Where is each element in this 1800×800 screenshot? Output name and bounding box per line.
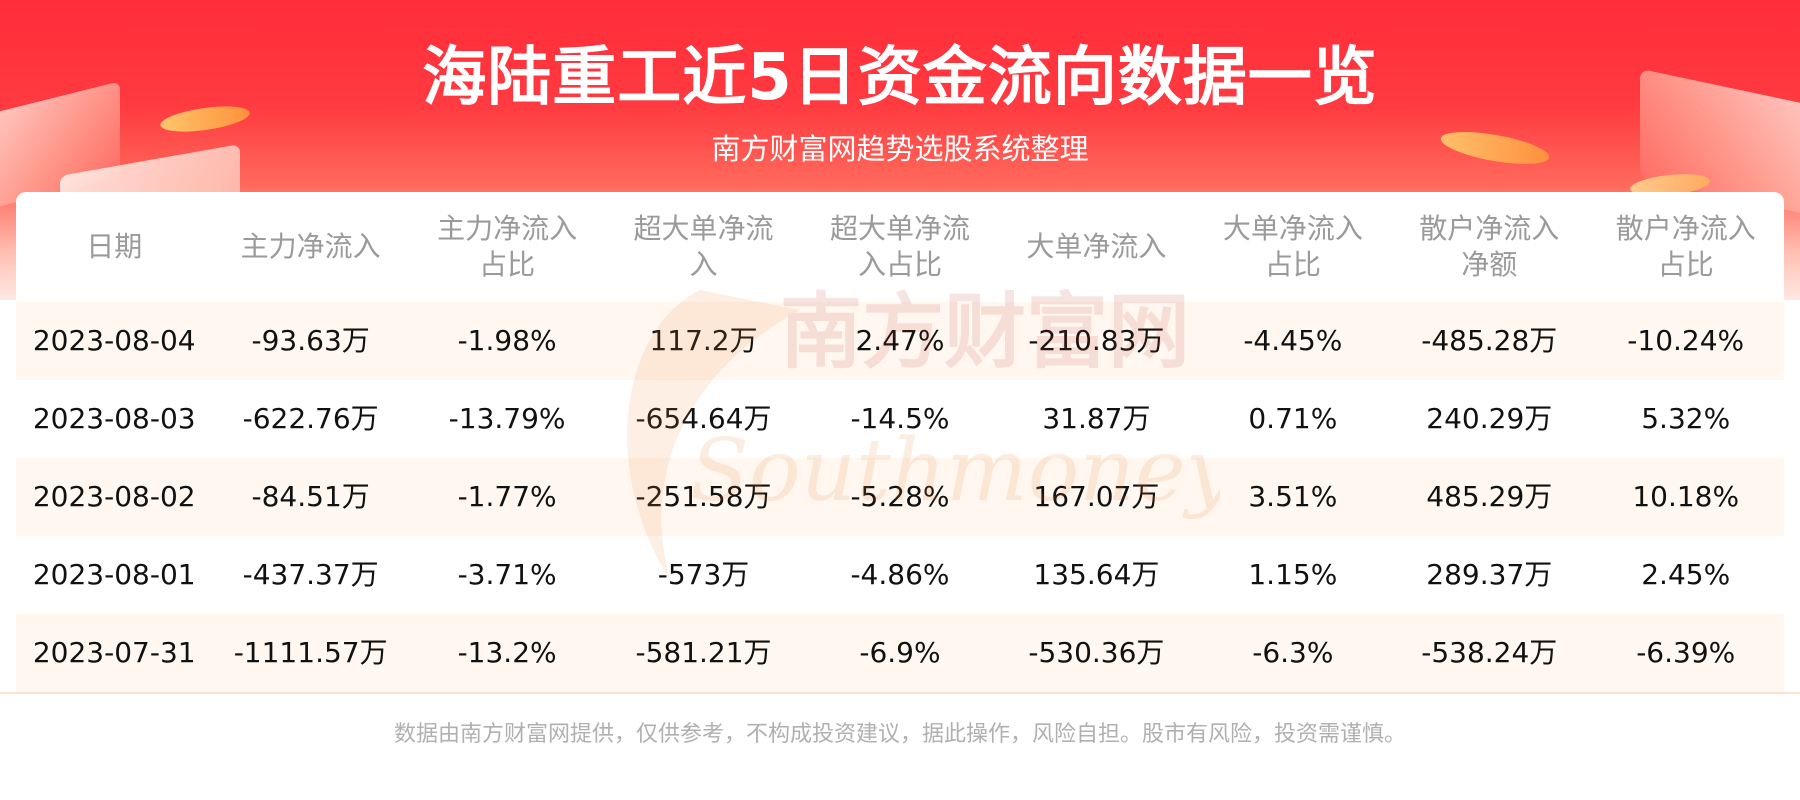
value-cell: -10.24% bbox=[1627, 324, 1745, 357]
column-header-line: 超大单净流 bbox=[829, 212, 970, 245]
value-cell: -3.71% bbox=[457, 558, 557, 591]
value-cell: -1111.57万 bbox=[233, 636, 388, 669]
table-body: 2023-08-04 -93.63万 -1.98% 117.2万 2.47% -210.8… bbox=[16, 302, 1784, 692]
date-cell: 2023-07-31 bbox=[32, 636, 196, 669]
value-cell: -581.21万 bbox=[635, 636, 772, 669]
column-header: 主力净流入 bbox=[212, 229, 408, 265]
value-cell: 117.2万 bbox=[649, 324, 758, 357]
page-title: 海陆重工近5日资金流向数据一览 bbox=[422, 41, 1378, 115]
value-cell: 485.29万 bbox=[1426, 480, 1553, 513]
data-card: 日期 主力净流入 主力净流入 占比 超大单净流入超大单净流 入占比 大单净流入 大单净流入 占比… bbox=[16, 192, 1784, 692]
value-cell: 2.47% bbox=[855, 324, 945, 357]
value-cell: -6.3% bbox=[1252, 636, 1334, 669]
value-cell: -437.37万 bbox=[242, 558, 379, 591]
column-header: 大单净流入 bbox=[998, 229, 1194, 265]
value-cell: -622.76万 bbox=[242, 402, 379, 435]
value-cell: -485.28万 bbox=[1421, 324, 1558, 357]
value-cell: 31.87万 bbox=[1042, 402, 1151, 435]
value-cell: -530.36万 bbox=[1028, 636, 1165, 669]
table-header-row: 日期 主力净流入 主力净流入 占比 超大单净流入超大单净流 入占比 大单净流入 大单净流入 占比… bbox=[16, 192, 1784, 302]
divider bbox=[0, 692, 1800, 694]
value-cell: 240.29万 bbox=[1426, 402, 1553, 435]
table-row: 2023-07-31 -1111.57万 -13.2% -581.21万 -6.9% -5… bbox=[16, 614, 1784, 692]
value-cell: -13.2% bbox=[457, 636, 557, 669]
value-cell: 3.51% bbox=[1248, 480, 1338, 513]
value-cell: -93.63万 bbox=[251, 324, 370, 357]
column-header: 大单净流入 占比 bbox=[1195, 211, 1391, 283]
value-cell: -14.5% bbox=[850, 402, 950, 435]
value-cell: -538.24万 bbox=[1421, 636, 1558, 669]
value-cell: -1.77% bbox=[457, 480, 557, 513]
value-cell: -210.83万 bbox=[1028, 324, 1165, 357]
value-cell: 135.64万 bbox=[1033, 558, 1160, 591]
table-row: 2023-08-01 -437.37万 -3.71% -573万 -4.86% 135.6… bbox=[16, 536, 1784, 614]
column-header: 散户净流入 占比 bbox=[1588, 211, 1784, 283]
date-cell: 2023-08-01 bbox=[32, 558, 196, 591]
column-header: 超大单净流 入占比 bbox=[802, 211, 998, 283]
column-header-line: 入占比 bbox=[857, 248, 942, 281]
table-row: 2023-08-03 -622.76万 -13.79% -654.64万 -14.5% 3… bbox=[16, 380, 1784, 458]
page-subtitle: 南方财富网趋势选股系统整理 bbox=[711, 132, 1089, 166]
value-cell: 167.07万 bbox=[1033, 480, 1160, 513]
column-header-line: 日期 bbox=[86, 230, 143, 263]
column-header-line: 散户净流入 bbox=[1419, 212, 1560, 245]
table-row: 2023-08-04 -93.63万 -1.98% 117.2万 2.47% -210.8… bbox=[16, 302, 1784, 380]
date-cell: 2023-08-04 bbox=[32, 324, 196, 357]
value-cell: -84.51万 bbox=[251, 480, 370, 513]
value-cell: 5.32% bbox=[1641, 402, 1731, 435]
column-header-line: 大单净流入 bbox=[1222, 212, 1363, 245]
column-header-line: 主力净流入 bbox=[240, 230, 381, 263]
value-cell: -5.28% bbox=[850, 480, 950, 513]
fund-flow-table: 日期 主力净流入 主力净流入 占比 超大单净流入超大单净流 入占比 大单净流入 大单净流入 占比… bbox=[16, 192, 1784, 692]
value-cell: -6.39% bbox=[1636, 636, 1736, 669]
column-header: 散户净流入 净额 bbox=[1391, 211, 1587, 283]
value-cell: -1.98% bbox=[457, 324, 557, 357]
column-header: 日期 bbox=[16, 229, 212, 265]
value-cell: 289.37万 bbox=[1426, 558, 1553, 591]
value-cell: -654.64万 bbox=[635, 402, 772, 435]
value-cell: -251.58万 bbox=[635, 480, 772, 513]
column-header-line: 散户净流入 bbox=[1615, 212, 1756, 245]
value-cell: -573万 bbox=[657, 558, 750, 591]
column-header-line: 占比 bbox=[479, 248, 536, 281]
value-cell: -4.45% bbox=[1243, 324, 1343, 357]
column-header: 主力净流入 占比 bbox=[409, 211, 605, 283]
value-cell: 10.18% bbox=[1632, 480, 1740, 513]
disclaimer-text: 数据由南方财富网提供，仅供参考，不构成投资建议，据此操作，风险自担。股市有风险，… bbox=[393, 722, 1406, 747]
date-cell: 2023-08-03 bbox=[32, 402, 196, 435]
column-header-line: 超大单净流 bbox=[633, 212, 774, 245]
table-row: 2023-08-02 -84.51万 -1.77% -251.58万 -5.28% 167… bbox=[16, 458, 1784, 536]
column-header-line: 占比 bbox=[1264, 248, 1321, 281]
column-header-line: 大单净流入 bbox=[1026, 230, 1167, 263]
date-cell: 2023-08-02 bbox=[32, 480, 196, 513]
value-cell: -4.86% bbox=[850, 558, 950, 591]
value-cell: 0.71% bbox=[1248, 402, 1338, 435]
column-header-line: 净额 bbox=[1461, 248, 1518, 281]
column-header: 超大单净流入 bbox=[605, 211, 801, 283]
column-header-line: 占比 bbox=[1657, 248, 1714, 281]
column-header-line: 主力净流入 bbox=[437, 212, 578, 245]
value-cell: -13.79% bbox=[448, 402, 566, 435]
value-cell: 1.15% bbox=[1248, 558, 1338, 591]
value-cell: -6.9% bbox=[859, 636, 941, 669]
value-cell: 2.45% bbox=[1641, 558, 1731, 591]
column-header-line: 入 bbox=[689, 248, 718, 281]
